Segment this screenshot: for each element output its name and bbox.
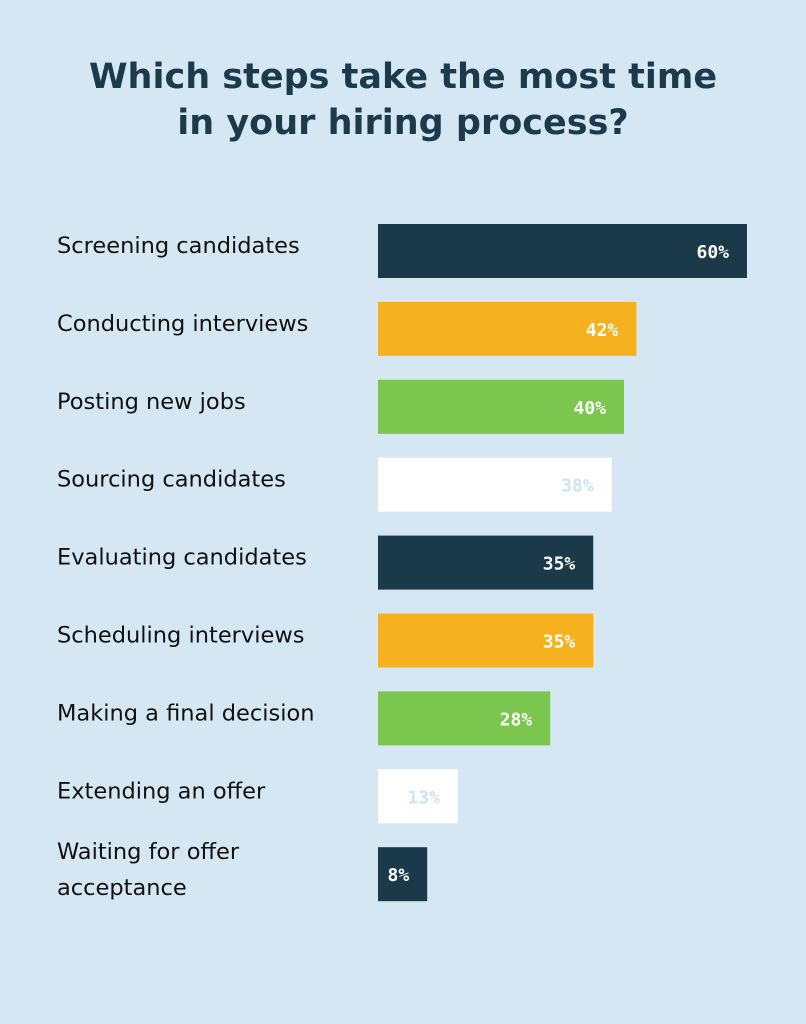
bar-posting-new-jobs xyxy=(378,379,624,434)
bar-screening-candidates xyxy=(378,224,747,278)
category-label-conducting-interviews: Conducting interviews xyxy=(57,311,308,337)
value-label-scheduling-interviews: 35% xyxy=(543,632,576,653)
bar-conducting-interviews xyxy=(378,301,637,356)
value-label-conducting-interviews: 42% xyxy=(586,320,619,341)
category-label-posting-new-jobs: Posting new jobs xyxy=(57,389,246,415)
chart-title-line-1: Which steps take the most time xyxy=(88,57,718,97)
value-label-waiting-for-offer-acceptance: 8% xyxy=(388,865,410,886)
bar-evaluating-candidates xyxy=(378,535,594,590)
bar-extending-an-offer xyxy=(378,769,458,824)
bar-sourcing-candidates xyxy=(378,457,612,512)
category-label-line: acceptance xyxy=(57,875,187,901)
bar-waiting-for-offer-acceptance xyxy=(378,847,428,902)
value-label-extending-an-offer: 13% xyxy=(407,787,440,808)
value-label-sourcing-candidates: 38% xyxy=(561,476,594,497)
value-label-posting-new-jobs: 40% xyxy=(573,398,606,419)
category-label-sourcing-candidates: Sourcing candidates xyxy=(57,467,286,493)
category-label-line: Waiting for offer xyxy=(57,839,240,865)
chart-title: Which steps take the most time in your h… xyxy=(0,54,806,146)
value-label-making-a-final-decision: 28% xyxy=(500,709,533,730)
bar-scheduling-interviews xyxy=(378,613,594,668)
category-label-scheduling-interviews: Scheduling interviews xyxy=(57,623,304,649)
value-label-evaluating-candidates: 35% xyxy=(543,554,576,575)
category-label-evaluating-candidates: Evaluating candidates xyxy=(57,545,307,571)
category-label-waiting-for-offer-acceptance: Waiting for offer acceptance xyxy=(57,839,240,901)
category-label-screening-candidates: Screening candidates xyxy=(57,233,300,259)
value-label-screening-candidates: 60% xyxy=(696,242,729,263)
category-label-making-a-final-decision: Making a final decision xyxy=(57,700,315,726)
chart-title-line-2: in your hiring process? xyxy=(177,103,629,143)
bar-making-a-final-decision xyxy=(378,691,551,746)
category-label-extending-an-offer: Extending an offer xyxy=(57,778,266,804)
